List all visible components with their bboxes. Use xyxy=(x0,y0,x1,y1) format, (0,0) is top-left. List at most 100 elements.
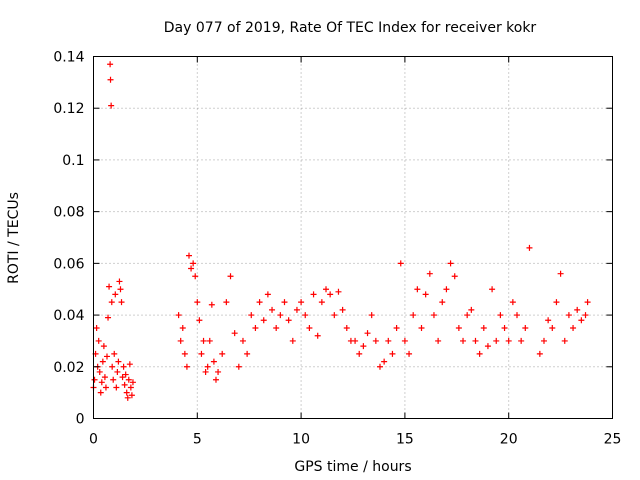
data-point xyxy=(522,325,529,331)
y-tick-label: 0.12 xyxy=(53,101,84,117)
y-axis-label: ROTI / TECUs xyxy=(6,192,22,284)
data-point xyxy=(343,325,350,331)
data-point xyxy=(123,389,130,396)
y-tick-label: 0 xyxy=(76,412,85,428)
data-point xyxy=(183,363,190,370)
data-point xyxy=(231,330,238,337)
data-point xyxy=(121,381,128,388)
data-point xyxy=(356,350,363,357)
data-point xyxy=(179,325,186,331)
data-point xyxy=(545,317,552,324)
data-point xyxy=(401,337,408,344)
data-point xyxy=(98,379,105,386)
data-point xyxy=(553,299,560,306)
data-point xyxy=(493,337,500,344)
chart-title: Day 077 of 2019, Rate Of TEC Index for r… xyxy=(164,20,537,36)
data-point xyxy=(549,325,556,331)
data-point xyxy=(476,350,483,357)
data-point xyxy=(306,325,313,331)
data-point xyxy=(264,291,271,298)
data-point xyxy=(323,286,330,293)
data-point xyxy=(115,358,122,365)
data-point xyxy=(489,286,496,293)
data-point xyxy=(125,376,132,383)
data-point xyxy=(120,363,127,370)
x-tick-label: 25 xyxy=(604,432,622,448)
data-point xyxy=(175,312,182,319)
data-point xyxy=(200,337,207,344)
data-point xyxy=(124,394,131,401)
data-point xyxy=(95,337,102,344)
data-point xyxy=(109,363,116,370)
axis-ticks xyxy=(93,56,613,419)
data-point xyxy=(540,337,547,344)
data-point xyxy=(196,317,203,324)
data-point xyxy=(239,337,246,344)
data-point xyxy=(430,312,437,319)
data-point xyxy=(565,312,572,319)
data-point xyxy=(472,337,479,344)
data-point xyxy=(582,312,589,319)
data-point xyxy=(105,314,112,321)
data-point xyxy=(426,270,433,277)
data-point xyxy=(410,312,417,319)
data-point xyxy=(352,337,359,344)
data-point xyxy=(102,384,109,391)
data-point xyxy=(188,265,195,272)
data-point xyxy=(331,312,338,319)
data-point xyxy=(227,273,234,280)
data-point xyxy=(518,337,525,344)
data-point xyxy=(108,102,115,109)
data-point xyxy=(298,299,305,306)
data-point xyxy=(376,363,383,370)
y-tick-label: 0.08 xyxy=(53,205,84,221)
data-point xyxy=(285,317,292,324)
data-point xyxy=(100,343,107,350)
data-point xyxy=(244,350,251,357)
data-point xyxy=(418,325,425,331)
data-point xyxy=(451,273,458,280)
data-point xyxy=(455,325,462,331)
data-point xyxy=(335,288,342,295)
data-point xyxy=(198,350,205,357)
data-point xyxy=(252,325,259,331)
data-point xyxy=(480,325,487,331)
data-point xyxy=(484,343,491,350)
data-point xyxy=(256,299,263,306)
data-point xyxy=(439,299,446,306)
x-tick-label: 0 xyxy=(89,432,98,448)
data-point xyxy=(536,350,543,357)
data-point xyxy=(113,384,120,391)
data-point xyxy=(293,306,300,313)
data-point xyxy=(372,337,379,344)
data-point xyxy=(99,358,106,365)
data-point xyxy=(468,306,475,313)
data-point xyxy=(385,337,392,344)
data-point xyxy=(509,299,516,306)
data-point xyxy=(208,301,215,308)
data-point xyxy=(119,374,126,381)
data-point xyxy=(327,291,334,298)
y-tick-label: 0.14 xyxy=(53,50,84,66)
data-point xyxy=(215,368,222,375)
x-tick-label: 10 xyxy=(292,432,310,448)
data-point xyxy=(93,325,100,331)
data-point xyxy=(368,312,375,319)
grid-lines xyxy=(93,56,613,419)
data-point xyxy=(118,299,125,306)
data-point xyxy=(219,350,226,357)
data-point xyxy=(422,291,429,298)
x-axis-label: GPS time / hours xyxy=(294,459,411,475)
data-point xyxy=(460,337,467,344)
data-point xyxy=(273,325,280,331)
data-point xyxy=(103,353,110,360)
y-tick-labels: 0 0.02 0.04 0.06 0.08 0.1 0.12 0.14 xyxy=(53,50,84,428)
data-point xyxy=(210,358,217,365)
data-point xyxy=(177,337,184,344)
data-point xyxy=(464,312,471,319)
data-point xyxy=(497,312,504,319)
data-point xyxy=(514,312,521,319)
data-point xyxy=(561,337,568,344)
y-tick-label: 0.04 xyxy=(53,308,84,324)
